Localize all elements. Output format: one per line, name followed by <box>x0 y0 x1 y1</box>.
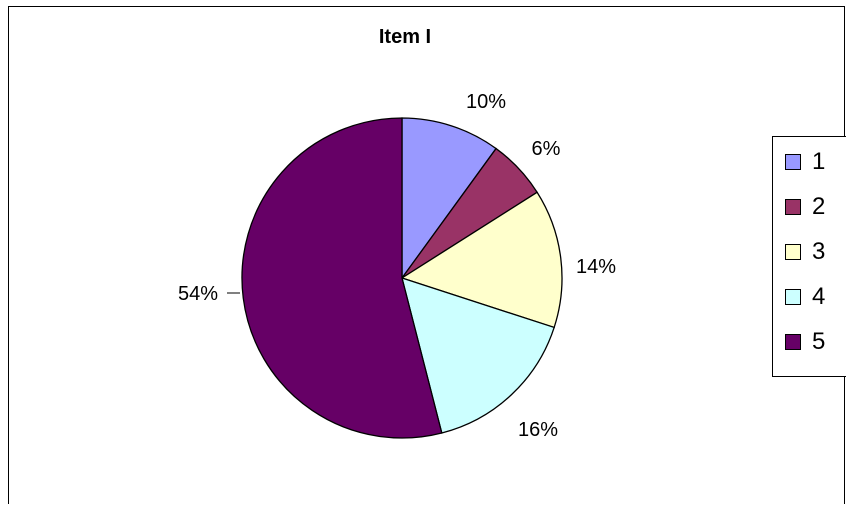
legend-item-2: 2 <box>785 192 825 222</box>
slice-label-3: 14% <box>576 256 616 278</box>
pie-slice-5 <box>241 117 443 439</box>
legend-item-3: 3 <box>785 237 825 267</box>
slice-label-2: 6% <box>532 138 561 160</box>
pie-slice-1 <box>401 117 497 281</box>
legend-swatch-4 <box>785 289 801 305</box>
legend-label-1: 1 <box>812 148 826 175</box>
legend-swatch-5 <box>785 334 801 350</box>
pie-slice-4 <box>401 277 555 434</box>
legend-label-5: 5 <box>812 328 826 355</box>
legend-swatch-2 <box>785 199 801 215</box>
slice-label-4: 16% <box>518 419 558 441</box>
chart-legend: 1 2 3 4 5 <box>772 136 846 377</box>
legend-label-2: 2 <box>812 193 826 220</box>
chart-title: Item I <box>378 26 432 48</box>
slice-label-1: 10% <box>466 91 506 113</box>
legend-swatch-3 <box>785 244 801 260</box>
pie-slice-3 <box>400 191 563 329</box>
slice-label-5: 54% <box>178 283 218 305</box>
legend-item-5: 5 <box>785 327 825 357</box>
legend-item-1: 1 <box>785 147 825 177</box>
legend-swatch-1 <box>785 154 801 170</box>
legend-item-4: 4 <box>785 282 825 312</box>
legend-label-3: 3 <box>812 238 826 265</box>
legend-label-4: 4 <box>812 283 826 310</box>
